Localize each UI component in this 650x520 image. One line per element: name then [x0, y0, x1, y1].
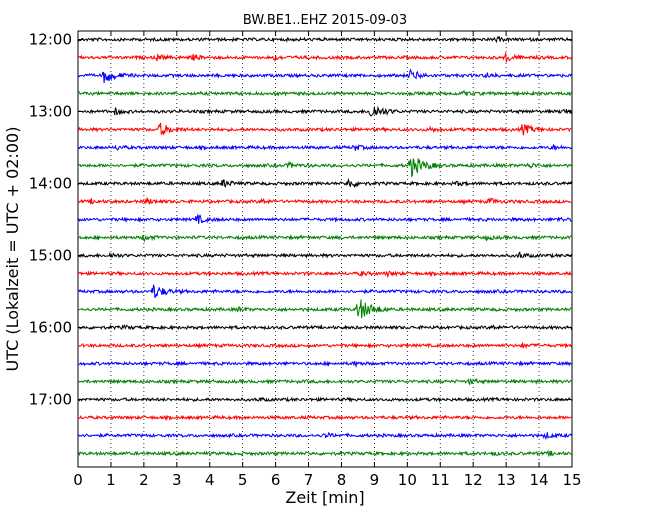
trace-13:00: [77, 105, 573, 117]
y-tick-label: 12:00: [29, 31, 72, 49]
trace-14:45: [77, 234, 573, 243]
y-axis: 12:00 13:00 14:00 15:00 16:00 17:00: [29, 31, 572, 409]
trace-17:00: [77, 396, 573, 403]
x-tick-label: 5: [238, 471, 248, 489]
trace-17:45: [77, 449, 573, 458]
trace-15:45: [77, 299, 573, 319]
trace-12:45: [77, 89, 573, 97]
trace-13:45: [77, 158, 573, 178]
y-tick-label: 14:00: [29, 175, 72, 193]
trace-16:45: [77, 377, 573, 386]
trace-12:30: [77, 68, 573, 84]
y-axis-label: UTC (Lokalzeit = UTC + 02:00): [3, 127, 22, 372]
trace-13:15: [77, 122, 573, 136]
x-tick-label: 15: [562, 471, 581, 489]
trace-15:30: [77, 284, 573, 299]
trace-17:30: [77, 431, 573, 441]
trace-16:30: [77, 360, 573, 369]
x-tick-label: 0: [73, 471, 83, 489]
x-tick-label: 10: [398, 471, 417, 489]
x-tick-label: 1: [106, 471, 116, 489]
x-tick-label: 11: [431, 471, 450, 489]
trace-12:00: [77, 35, 573, 44]
x-tick-label: 6: [271, 471, 281, 489]
x-tick-label: 13: [497, 471, 516, 489]
x-tick-label: 4: [205, 471, 215, 489]
x-tick-label: 7: [304, 471, 314, 489]
x-tick-label: 12: [464, 471, 483, 489]
x-axis: 0 1 2 3 4 5 6 7 8 9 10 11 12 13 14 15: [73, 31, 582, 489]
trace-14:30: [77, 214, 573, 224]
x-axis-label: Zeit [min]: [285, 488, 364, 507]
trace-17:15: [77, 414, 573, 422]
x-tick-label: 8: [337, 471, 347, 489]
y-tick-label: 13:00: [29, 103, 72, 121]
y-tick-label: 16:00: [29, 319, 72, 337]
y-tick-label: 17:00: [29, 391, 72, 409]
grid: [110, 31, 540, 467]
y-tick-label: 15:00: [29, 247, 72, 265]
chart-title: BW.BE1..EHZ 2015-09-03: [243, 13, 407, 28]
trace-14:15: [77, 196, 573, 205]
x-tick-label: 14: [530, 471, 549, 489]
plot-frame: [77, 30, 573, 468]
trace-12:15: [77, 52, 573, 63]
trace-13:30: [77, 143, 573, 152]
trace-16:00: [77, 324, 573, 331]
trace-15:15: [77, 270, 573, 279]
traces: [77, 35, 573, 458]
trace-16:15: [77, 342, 573, 350]
x-tick-label: 9: [370, 471, 380, 489]
trace-15:00: [77, 251, 573, 259]
x-tick-label: 2: [139, 471, 149, 489]
trace-14:00: [77, 177, 573, 189]
x-tick-label: 3: [172, 471, 182, 489]
